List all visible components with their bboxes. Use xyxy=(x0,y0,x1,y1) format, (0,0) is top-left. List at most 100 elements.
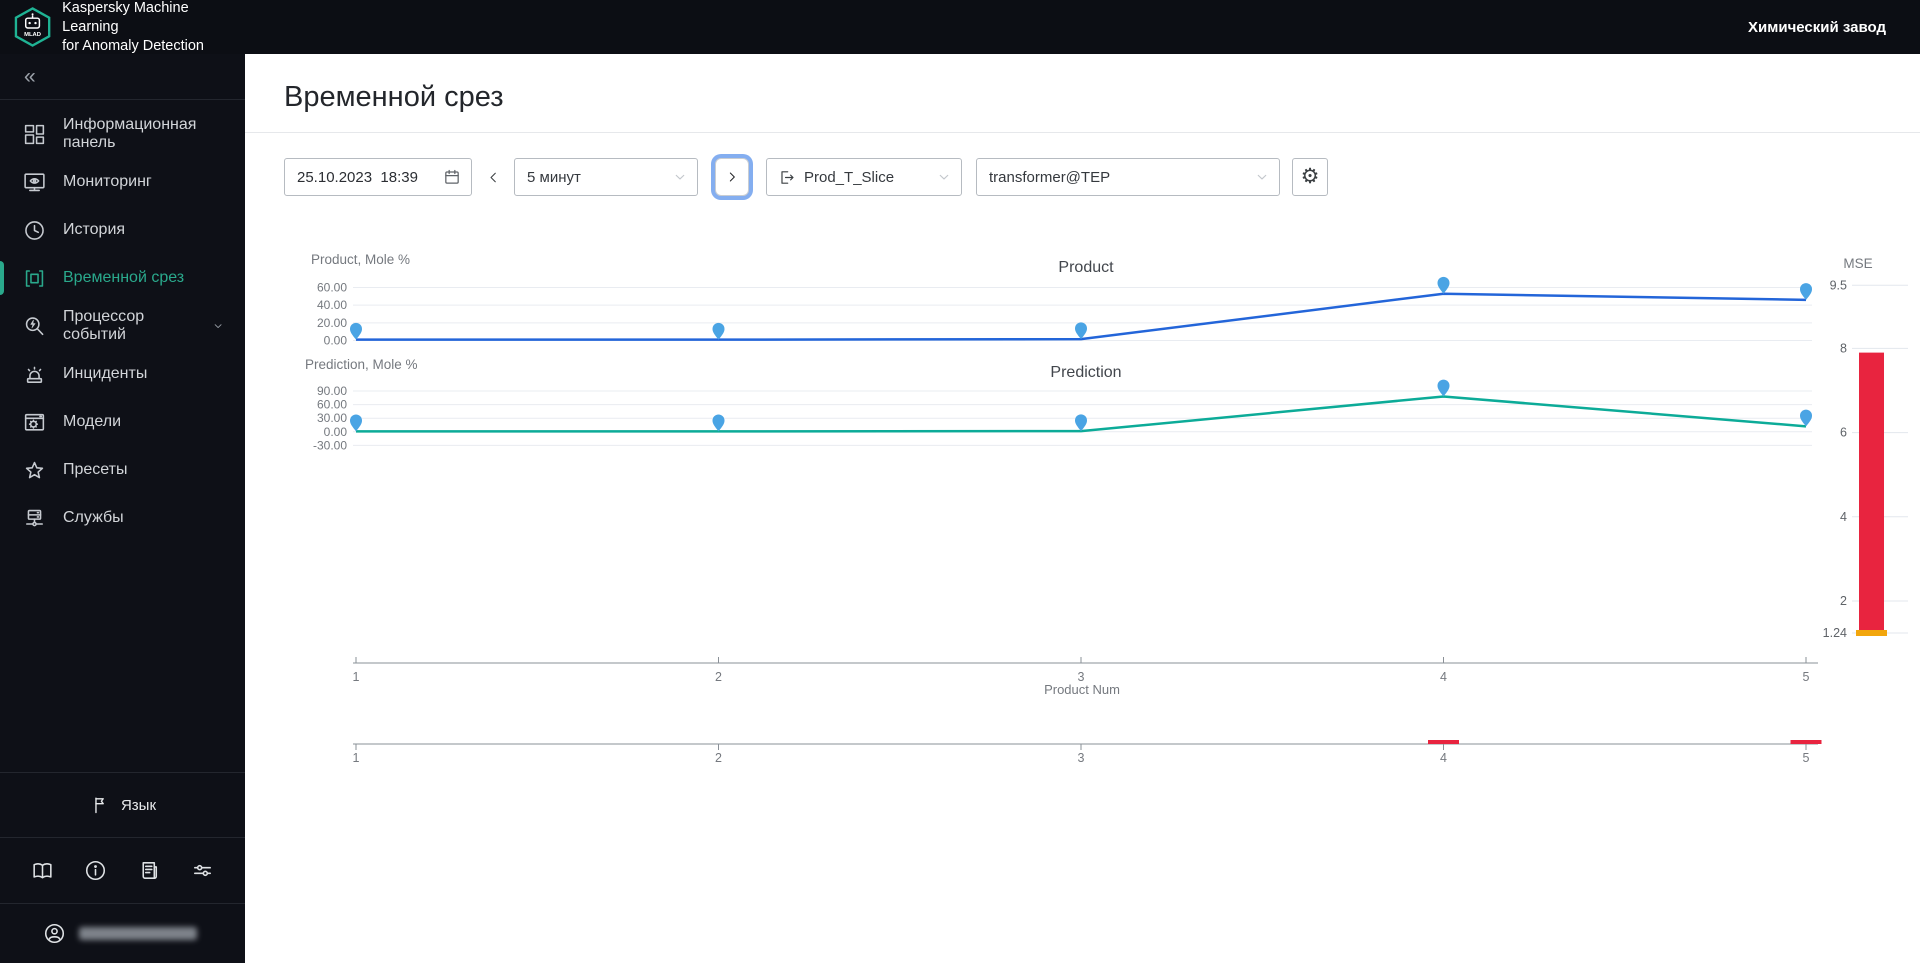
user-email-redacted xyxy=(79,927,197,940)
main-content: Временной срез 25.10.2023 18:39 5 минут … xyxy=(245,54,1920,963)
svg-text:5: 5 xyxy=(1803,670,1810,684)
data-point-marker[interactable] xyxy=(1075,322,1087,340)
chevron-left-icon xyxy=(485,169,502,186)
sidebar-item-monitoring[interactable]: Мониторинг xyxy=(0,158,245,206)
language-button[interactable]: Язык xyxy=(0,772,245,837)
sidebar-footer-icons xyxy=(0,837,245,903)
settings-button[interactable]: ⚙ xyxy=(1292,158,1328,196)
svg-text:Prediction, Mole %: Prediction, Mole % xyxy=(305,357,418,372)
sidebar-item-label: Инциденты xyxy=(63,365,148,382)
svg-text:0.00: 0.00 xyxy=(324,425,348,439)
sidebar-footer: Язык xyxy=(0,772,245,963)
model-select[interactable]: transformer@TEP xyxy=(976,158,1280,196)
page-title: Временной срез xyxy=(284,81,504,113)
data-point-marker[interactable] xyxy=(350,322,362,340)
services-icon xyxy=(22,506,47,531)
slice-select[interactable]: Prod_T_Slice xyxy=(766,158,962,196)
svg-text:Product Num: Product Num xyxy=(1044,682,1120,697)
svg-text:6: 6 xyxy=(1840,426,1847,440)
calendar-icon[interactable] xyxy=(442,167,462,187)
sidebar-item-time-slice[interactable]: Временной срез xyxy=(0,254,245,302)
svg-text:40.00: 40.00 xyxy=(317,298,347,312)
svg-text:4: 4 xyxy=(1440,670,1447,684)
sidebar-item-services[interactable]: Службы xyxy=(0,494,245,542)
chevron-down-icon xyxy=(935,168,953,186)
info-icon[interactable] xyxy=(83,858,108,883)
slice-export-icon xyxy=(777,168,796,187)
mlad-logo-icon: MLAD xyxy=(14,7,51,47)
collapse-sidebar-button[interactable]: « xyxy=(24,65,36,88)
svg-text:60.00: 60.00 xyxy=(317,398,347,412)
slice-value: Prod_T_Slice xyxy=(804,168,895,186)
sidebar-item-label: Службы xyxy=(63,509,124,526)
model-value: transformer@TEP xyxy=(989,168,1111,186)
logo-text: MLAD xyxy=(24,32,41,38)
svg-text:9.5: 9.5 xyxy=(1830,278,1847,292)
book-icon[interactable] xyxy=(30,858,55,883)
interval-value: 5 минут xyxy=(527,168,581,186)
data-point-marker[interactable] xyxy=(1437,276,1450,294)
data-point-marker[interactable] xyxy=(1437,379,1450,397)
sidebar-item-dashboard[interactable]: Информационная панель xyxy=(0,110,245,158)
app-brand: MLAD Kaspersky Machine Learning for Anom… xyxy=(0,0,245,56)
svg-text:4: 4 xyxy=(1840,510,1847,524)
models-icon xyxy=(22,410,47,435)
sidebar-item-label: История xyxy=(63,221,126,238)
app-title: Kaspersky Machine Learning for Anomaly D… xyxy=(62,0,204,54)
sidebar-item-models[interactable]: Модели xyxy=(0,398,245,446)
svg-text:2: 2 xyxy=(1840,594,1847,608)
sidebar-item-label: Временной срез xyxy=(63,269,185,286)
sidebar-item-event-processor[interactable]: Процессор событий xyxy=(0,302,245,350)
product-num-axis: 1 2 3 4 5 Product Num xyxy=(353,657,1818,697)
data-point-marker[interactable] xyxy=(712,322,725,340)
svg-text:Prediction: Prediction xyxy=(1050,364,1121,381)
svg-text:30.00: 30.00 xyxy=(317,411,347,425)
data-point-marker[interactable] xyxy=(1800,409,1812,427)
mse-bar[interactable] xyxy=(1859,352,1884,630)
data-point-marker[interactable] xyxy=(350,414,362,432)
sidebar-item-label: Процессор событий xyxy=(63,308,145,343)
sidebar-item-incidents[interactable]: Инциденты xyxy=(0,350,245,398)
top-header: MLAD Kaspersky Machine Learning for Anom… xyxy=(0,0,1920,54)
sliders-icon[interactable] xyxy=(190,858,215,883)
svg-text:1.24: 1.24 xyxy=(1823,626,1847,640)
overview-axis[interactable]: 1 2 3 4 5 xyxy=(353,740,1822,765)
datetime-value: 25.10.2023 18:39 xyxy=(297,168,418,186)
chevron-down-icon xyxy=(211,318,225,334)
interval-select[interactable]: 5 минут xyxy=(514,158,698,196)
plant-name: Химический завод xyxy=(1748,18,1886,36)
mse-chart: MSE 9.5 8 6 4 2 1.24 xyxy=(1823,256,1908,640)
sidebar-nav: Информационная панель Мониторинг История Вр… xyxy=(0,100,245,542)
sidebar-item-presets[interactable]: Пресеты xyxy=(0,446,245,494)
svg-text:90.00: 90.00 xyxy=(317,384,347,398)
svg-text:5: 5 xyxy=(1803,751,1810,765)
sidebar-item-history[interactable]: История xyxy=(0,206,245,254)
svg-text:8: 8 xyxy=(1840,341,1847,355)
user-account[interactable] xyxy=(0,903,245,963)
chevron-down-icon xyxy=(671,168,689,186)
next-interval-button[interactable] xyxy=(715,158,749,196)
svg-text:4: 4 xyxy=(1440,751,1447,765)
dashboard-icon xyxy=(22,122,47,147)
datetime-picker[interactable]: 25.10.2023 18:39 xyxy=(284,158,472,196)
product-chart: 60.00 40.00 20.00 0.00 Product, Mole % Produc… xyxy=(311,252,1812,348)
event-processor-icon xyxy=(22,314,47,339)
language-label: Язык xyxy=(120,796,157,814)
sidebar-item-label: Пресеты xyxy=(63,461,128,478)
data-point-marker[interactable] xyxy=(1075,414,1087,432)
toolbar: 25.10.2023 18:39 5 минут Prod_T_Slice tr… xyxy=(284,158,1920,196)
svg-text:20.00: 20.00 xyxy=(317,316,347,330)
incidents-icon xyxy=(22,362,47,387)
history-icon xyxy=(22,218,47,243)
data-point-marker[interactable] xyxy=(1800,283,1812,300)
svg-text:0.00: 0.00 xyxy=(324,334,348,348)
time-slice-icon xyxy=(22,266,47,291)
gear-icon: ⚙ xyxy=(1300,165,1320,188)
data-point-marker[interactable] xyxy=(712,414,725,432)
changelog-icon[interactable] xyxy=(137,858,162,883)
sidebar: « Информационная панель Мониторинг История… xyxy=(0,54,245,963)
sidebar-item-label: Информационная панель xyxy=(63,116,197,151)
prev-interval-button[interactable] xyxy=(482,169,504,186)
svg-text:2: 2 xyxy=(715,670,722,684)
